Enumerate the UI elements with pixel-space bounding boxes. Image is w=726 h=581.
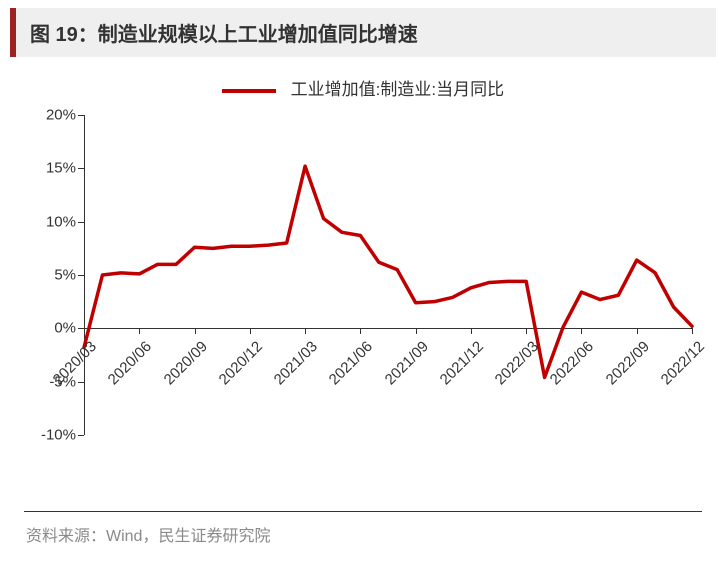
legend-swatch [222,89,276,93]
y-tick-mark [78,435,84,436]
x-tick-mark [416,328,417,334]
y-tick-mark [78,115,84,116]
x-tick-mark [360,328,361,334]
x-tick-mark [139,328,140,334]
x-tick-mark [471,328,472,334]
chart-area: 工业增加值:制造业:当月同比 -10%-5%0%5%10%15%20%2020/… [24,71,702,511]
x-tick-mark [250,328,251,334]
x-tick-mark [526,328,527,334]
x-tick-mark [195,328,196,334]
footer-rule [24,511,702,512]
data-line [84,115,692,435]
x-tick-mark [305,328,306,334]
legend-label: 工业增加值:制造业:当月同比 [291,80,504,99]
legend: 工业增加值:制造业:当月同比 [24,75,702,100]
x-tick-mark [692,328,693,334]
x-tick-mark [84,328,85,334]
series-line [84,166,692,377]
y-tick-mark [78,168,84,169]
y-tick-mark [78,222,84,223]
source-text: 资料来源：Wind，民生证券研究院 [26,522,700,546]
x-tick-mark [581,328,582,334]
plot-area: -10%-5%0%5%10%15%20%2020/032020/062020/0… [84,115,692,435]
y-tick-mark [78,382,84,383]
x-tick-mark [637,328,638,334]
y-tick-mark [78,275,84,276]
figure-container: 图 19：制造业规模以上工业增加值同比增速 工业增加值:制造业:当月同比 -10… [0,8,726,581]
figure-title: 图 19：制造业规模以上工业增加值同比增速 [10,8,716,57]
